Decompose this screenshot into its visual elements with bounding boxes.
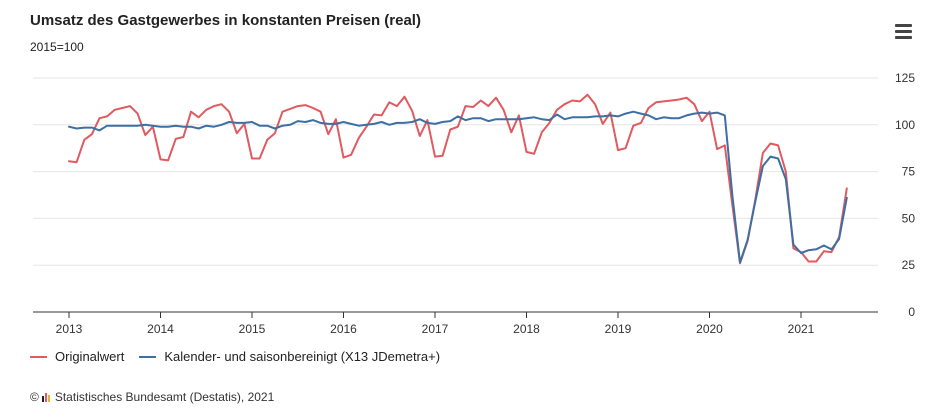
y-tick-label-100: 100 (895, 118, 915, 132)
series-line-saisonbereinigt (68, 110, 848, 264)
y-tick-label-0: 0 (908, 305, 915, 319)
legend-label-originalwert: Originalwert (55, 349, 125, 364)
chart-subtitle: 2015=100 (30, 40, 84, 54)
destatis-logo-icon (41, 392, 51, 402)
x-tick-label-2014: 2014 (147, 322, 174, 336)
y-tick-label-25: 25 (902, 258, 916, 272)
line-chart: 0 25 50 75 100 125 2013 2014 2015 2016 2017 2018 201… (33, 71, 916, 336)
chart-title: Umsatz des Gastgewerbes in konstanten Pr… (30, 12, 421, 29)
x-tick-label-2018: 2018 (513, 322, 540, 336)
hamburger-menu-icon[interactable] (893, 22, 915, 40)
x-tick-label-2013: 2013 (56, 322, 83, 336)
x-tick-label-2017: 2017 (422, 322, 449, 336)
legend-item-saisonbereinigt[interactable]: Kalender- und saisonbereinigt (X13 JDeme… (139, 349, 440, 364)
x-tick-label-2015: 2015 (239, 322, 266, 336)
legend-swatch-originalwert (30, 355, 47, 358)
credits-text: Statistisches Bundesamt (Destatis), 2021 (54, 390, 275, 404)
credits: © Statistisches Bundesamt (Destatis), 20… (30, 390, 274, 404)
y-tick-label-75: 75 (902, 165, 916, 179)
x-tick-label-2020: 2020 (696, 322, 723, 336)
y-tick-label-125: 125 (895, 71, 915, 85)
x-tick-label-2021: 2021 (788, 322, 815, 336)
legend-swatch-saisonbereinigt (139, 355, 157, 358)
legend-label-saisonbereinigt: Kalender- und saisonbereinigt (X13 JDeme… (164, 349, 441, 364)
x-tick-label-2019: 2019 (605, 322, 632, 336)
y-tick-label-50: 50 (902, 211, 916, 225)
x-tick-label-2016: 2016 (330, 322, 357, 336)
copyright-symbol: © (30, 390, 39, 404)
legend-item-originalwert[interactable]: Originalwert (30, 349, 124, 364)
chart-legend: Originalwert Kalender- und saisonbereini… (30, 349, 455, 364)
series-line-originalwert (68, 93, 848, 265)
